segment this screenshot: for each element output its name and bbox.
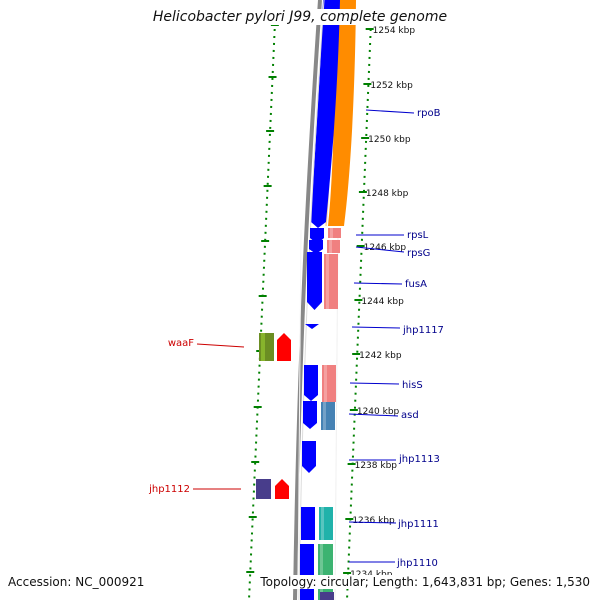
hisS-leader-line	[349, 382, 400, 385]
hisS-feature-shine	[324, 365, 327, 402]
hisS-strand-arrow	[304, 365, 318, 401]
kbp-tick-label: 1246 kbp	[364, 243, 407, 253]
kbp-tick-label: 1244 kbp	[361, 297, 404, 307]
jhp1110-strand-block	[300, 544, 314, 600]
waaF-feature-shine	[261, 333, 265, 361]
gene-label-asd: asd	[401, 410, 419, 421]
map-background	[293, 0, 356, 600]
gene-label-fusA: fusA	[405, 279, 427, 290]
kbp-tick-label: 1250 kbp	[368, 135, 411, 145]
jhp1110-feature-shine	[320, 544, 323, 600]
accession-label: Accession: NC_000921	[8, 575, 145, 589]
jhp1117-leader-line	[351, 326, 401, 329]
asd-strand-arrow	[303, 401, 317, 429]
gene-label-jhp1117: jhp1117	[402, 325, 444, 336]
rpoB-leader-line	[365, 109, 415, 114]
gene-label-rpoB: rpoB	[417, 108, 441, 119]
gene-label-jhp1113: jhp1113	[398, 454, 440, 465]
rpsG-feature-box	[327, 240, 340, 253]
kbp-tick-label: 1248 kbp	[366, 189, 409, 199]
hisS-feature-box	[322, 365, 336, 402]
rpsL-feature-shine	[330, 228, 333, 238]
fusA-feature-box	[324, 254, 338, 309]
jhp1111-feature-shine	[321, 507, 324, 540]
kbp-tick-label: 1254 kbp	[373, 26, 416, 36]
rpsG-leader-line	[355, 246, 405, 253]
gene-label-waaF: waaF	[168, 338, 194, 349]
feature-rail-left	[297, 229, 302, 600]
waaF-red-arrow	[277, 333, 291, 361]
rpsG-feature-shine	[329, 240, 332, 253]
rpsL-feature-box	[328, 228, 341, 238]
asd-feature-box	[321, 402, 335, 430]
rpsG-strand-arrow	[309, 240, 323, 254]
topology-label: Topology: circular; Length: 1,643,831 bp…	[260, 575, 590, 589]
kbp-tick-label: 1240 kbp	[357, 407, 400, 417]
gene-label-rpsL: rpsL	[407, 230, 429, 241]
gene-label-rpsG: rpsG	[407, 248, 430, 259]
dotted-scale-lines	[246, 21, 372, 600]
map-title: Helicobacter pylori J99, complete genome	[0, 9, 600, 25]
kbp-tick-label: 1236 kbp	[352, 516, 395, 526]
orange-cds-track	[328, 0, 356, 226]
backbone-line	[293, 0, 322, 600]
kbp-tick-label: 1242 kbp	[359, 351, 402, 361]
gene-features	[256, 228, 341, 600]
asd-leader-line	[348, 413, 399, 417]
gene-label-jhp1110: jhp1110	[396, 558, 438, 569]
gene-labels: rpoB rpsL rpsG fusA jhp1117 hisS asd jhp1113 jhp…	[148, 108, 444, 569]
waaF-leader-line	[196, 343, 245, 348]
gene-label-hisS: hisS	[402, 380, 423, 391]
jhp1112-feature-box	[256, 479, 271, 499]
jhp1111-strand-block	[301, 507, 315, 540]
kbp-tick-label: 1238 kbp	[355, 461, 398, 471]
fusA-leader-line	[353, 282, 403, 285]
blue-strand-track-end	[311, 222, 326, 228]
dotted-line-left	[248, 21, 276, 600]
gene-label-jhp1111: jhp1111	[397, 519, 439, 530]
jhp1111-feature-box	[319, 507, 333, 540]
jhp1112-red-arrow	[275, 479, 289, 499]
jhp1111-leader-line	[348, 521, 397, 524]
blue-strand-track	[311, 0, 340, 222]
jhp1117-strand-arrow	[305, 324, 319, 329]
jhp1113-strand-arrow	[302, 441, 316, 473]
kbp-tick-label: 1252 kbp	[370, 81, 413, 91]
fusA-strand-arrow	[307, 252, 322, 310]
kbp-scale: 1254 kbp 1252 kbp 1250 kbp 1248 kbp 1246 kbp…	[343, 26, 415, 580]
bottom-purple-feature	[320, 592, 334, 600]
fusA-feature-shine	[326, 254, 329, 309]
gene-label-jhp1112: jhp1112	[148, 484, 190, 495]
asd-feature-shine	[323, 402, 326, 430]
